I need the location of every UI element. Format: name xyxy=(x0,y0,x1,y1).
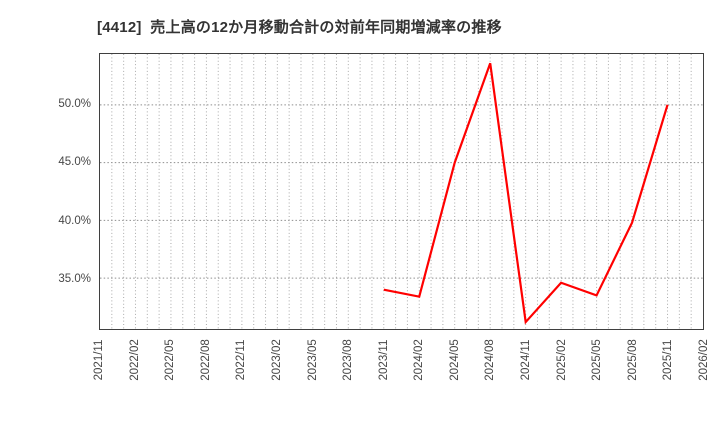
x-tick-label: 2022/08 xyxy=(199,339,212,381)
x-tick-label: 2026/02 xyxy=(698,339,710,381)
x-tick-label: 2023/02 xyxy=(270,339,283,381)
x-tick-label: 2022/05 xyxy=(164,339,177,381)
x-tick-label: 2024/08 xyxy=(484,339,497,381)
x-tick-label: 2024/05 xyxy=(448,339,461,381)
x-tick-label: 2025/02 xyxy=(555,339,568,381)
x-tick-label: 2025/05 xyxy=(591,339,604,381)
y-tick-label: 50.0% xyxy=(58,98,91,111)
y-tick-label: 40.0% xyxy=(58,214,91,227)
x-tick-label: 2024/11 xyxy=(520,339,533,381)
y-tick-label: 35.0% xyxy=(58,272,91,285)
x-tick-label: 2023/08 xyxy=(342,339,355,381)
chart-title: [4412] 売上高の12か月移動合計の対前年同期増減率の推移 xyxy=(97,19,502,36)
plot-area xyxy=(99,53,704,330)
y-tick-label: 45.0% xyxy=(58,156,91,169)
x-tick-label: 2022/11 xyxy=(235,339,248,381)
line-chart-svg xyxy=(100,54,703,329)
growth-rate-line xyxy=(383,62,669,325)
x-tick-label: 2025/11 xyxy=(662,339,675,381)
x-tick-label: 2024/02 xyxy=(413,339,426,381)
x-tick-label: 2021/11 xyxy=(93,339,105,381)
x-tick-label: 2023/11 xyxy=(377,339,390,381)
x-tick-label: 2025/08 xyxy=(626,339,639,381)
x-tick-label: 2023/05 xyxy=(306,339,319,381)
x-tick-label: 2022/02 xyxy=(128,339,141,381)
